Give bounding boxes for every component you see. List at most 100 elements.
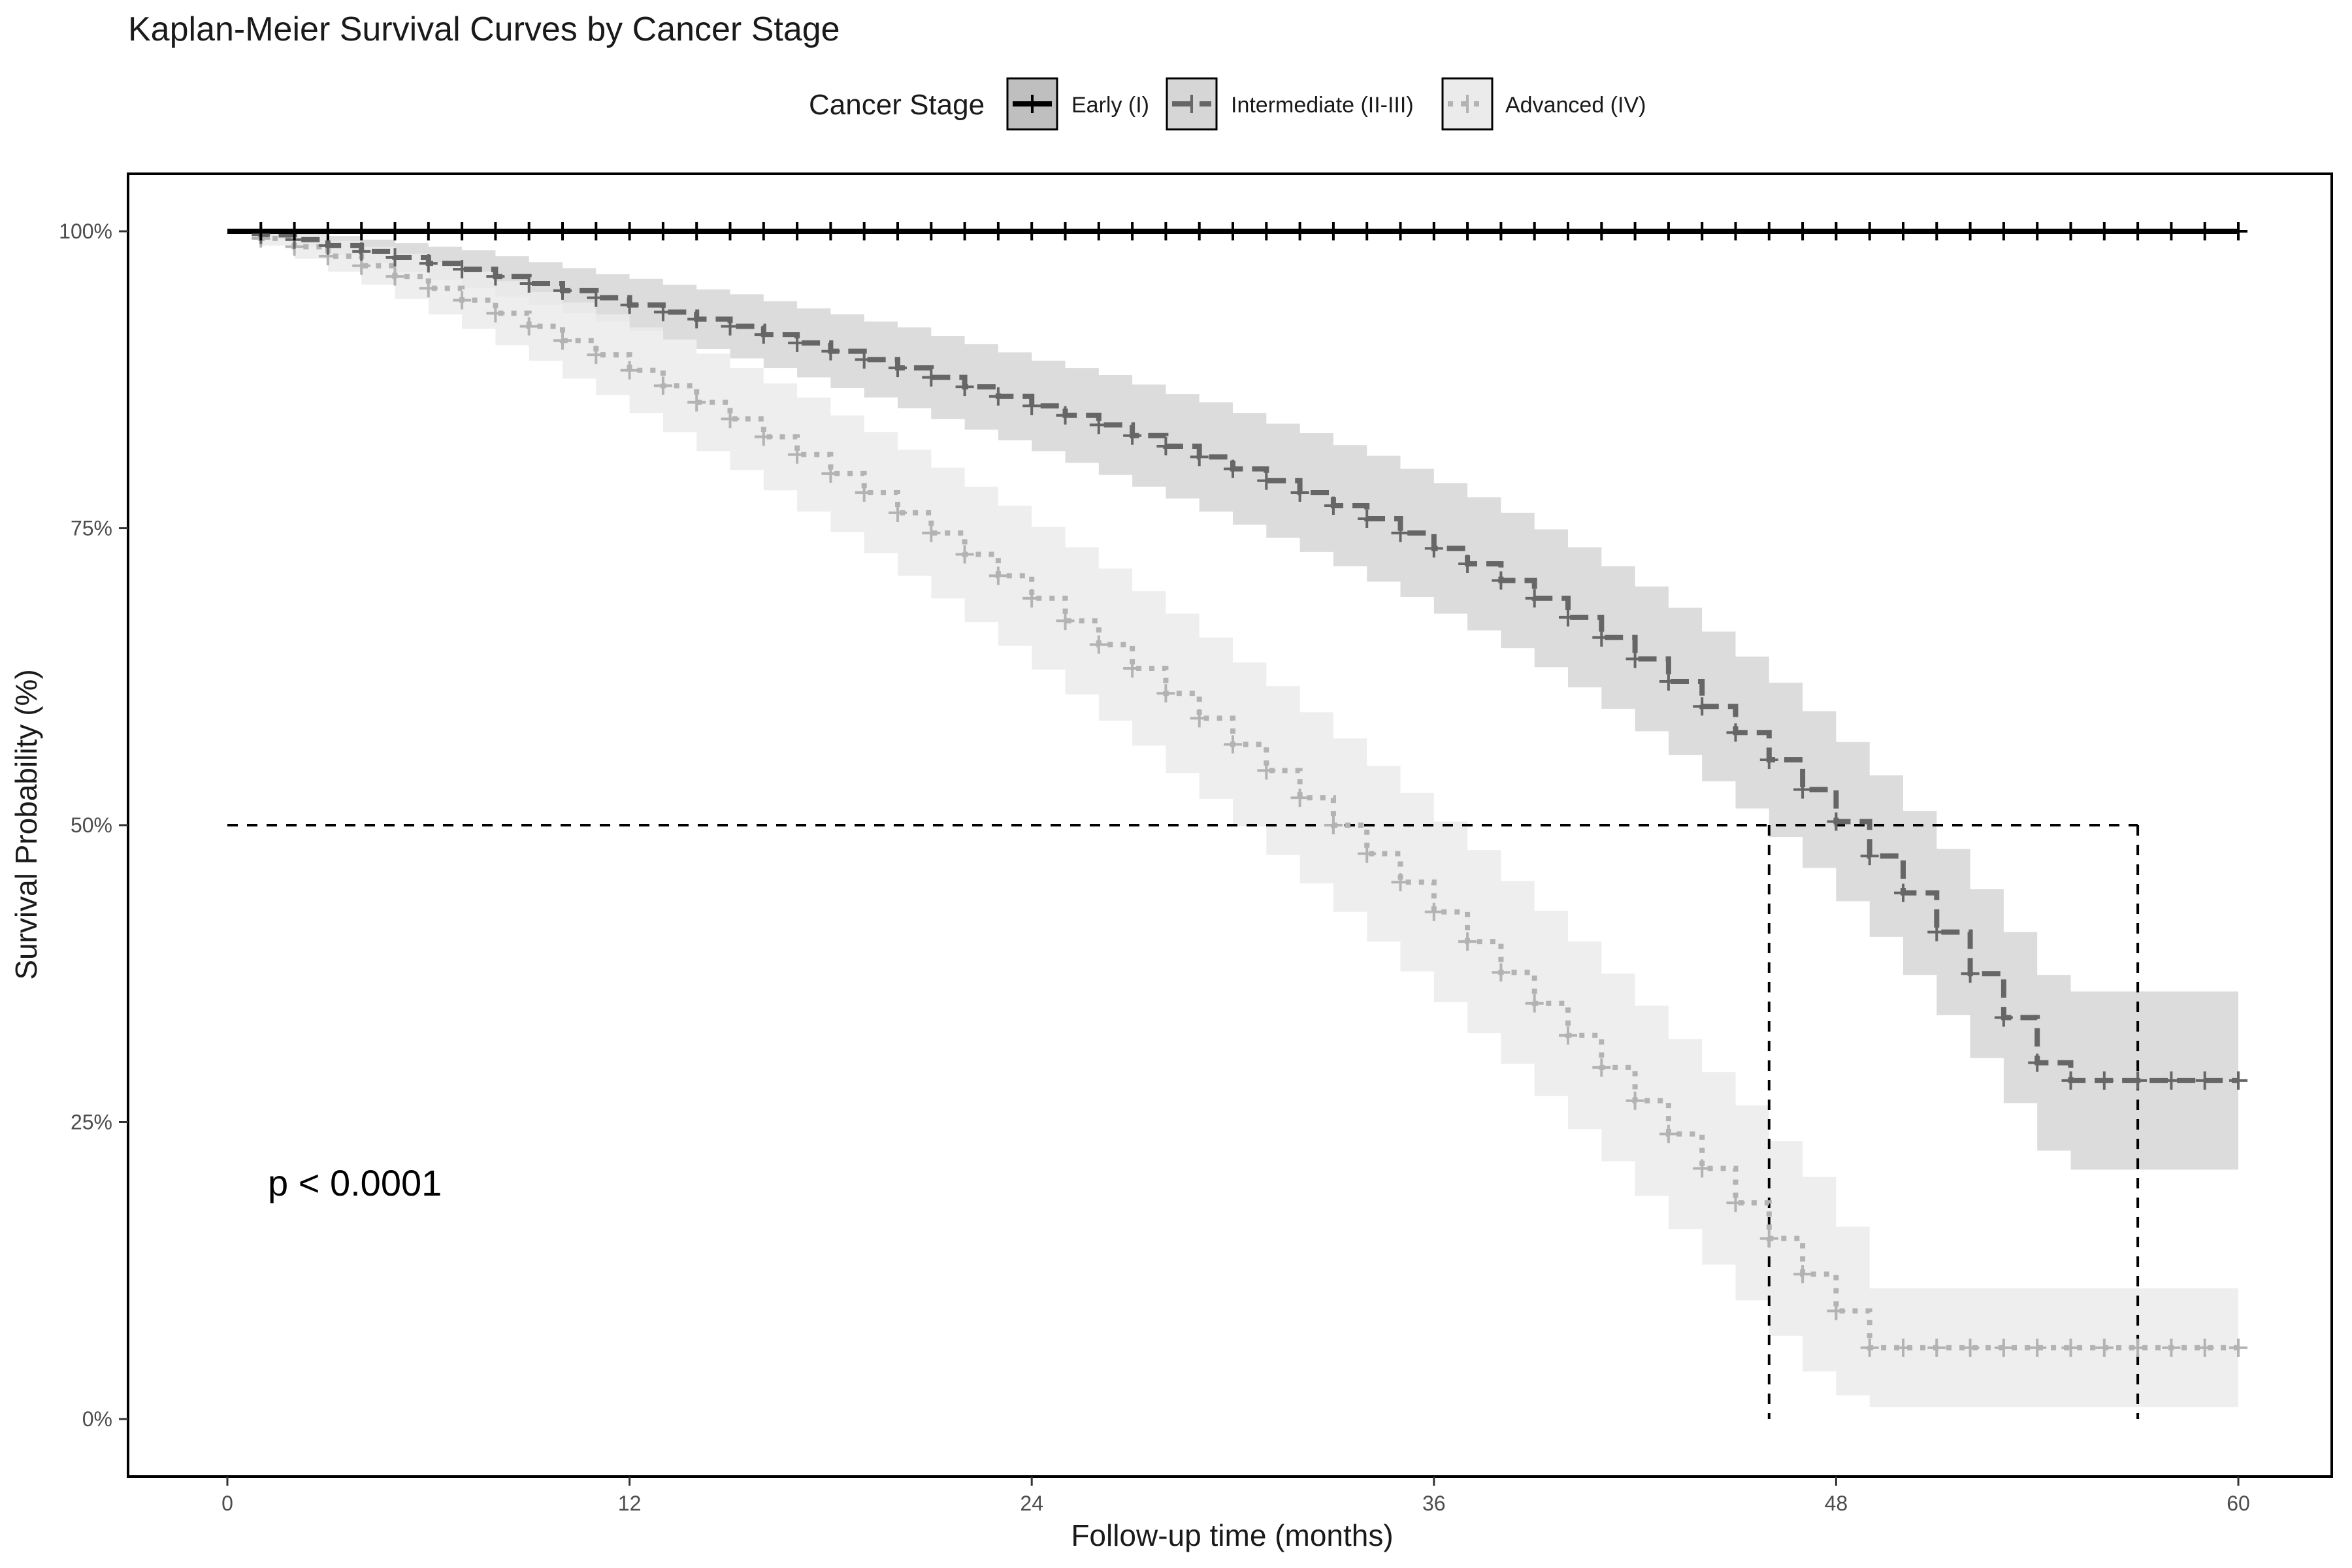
censor-mark: [352, 242, 371, 261]
censor-mark: [1961, 1338, 1980, 1357]
censor-mark: [285, 222, 304, 240]
censor-mark: [1927, 923, 1946, 941]
censor-mark: [2195, 1338, 2214, 1357]
censor-mark: [1927, 1338, 1946, 1357]
censor-mark: [519, 317, 538, 336]
censor-mark: [1123, 222, 1142, 240]
censor-mark: [2028, 222, 2047, 240]
censor-mark: [419, 279, 438, 298]
censor-mark: [1793, 780, 1812, 799]
censor-mark: [1324, 222, 1343, 240]
censor-mark: [721, 222, 740, 240]
censor-mark: [2162, 1071, 2181, 1090]
censor-mark: [821, 464, 840, 483]
median-reference-lines: [227, 824, 2140, 1419]
censor-mark: [1592, 628, 1611, 647]
censor-mark: [1492, 222, 1511, 240]
censor-mark: [1625, 1091, 1644, 1110]
censor-mark: [788, 333, 807, 352]
censor-mark: [1224, 459, 1242, 478]
censor-mark: [955, 545, 974, 564]
x-tick-label: 0: [221, 1492, 233, 1515]
x-tick-label: 60: [2227, 1492, 2250, 1515]
censor-mark: [988, 222, 1007, 240]
censor-mark: [486, 304, 505, 323]
censor-mark: [1860, 847, 1879, 866]
censor-mark: [955, 222, 974, 240]
censor-mark: [754, 222, 773, 240]
censor-mark: [1424, 902, 1443, 921]
censor-mark: [1022, 589, 1041, 608]
censor-mark: [1894, 222, 1912, 240]
censor-mark: [1659, 672, 1678, 691]
legend-title: Cancer Stage: [809, 89, 985, 121]
censor-mark: [1123, 659, 1142, 678]
y-axis-title: Survival Probability (%): [9, 669, 43, 979]
censor-mark: [2229, 1071, 2247, 1090]
censor-mark: [1559, 222, 1577, 240]
censor-mark: [1156, 437, 1175, 456]
censor-mark: [553, 331, 572, 350]
x-tick-label: 12: [618, 1492, 642, 1515]
censor-mark: [687, 310, 706, 329]
censor-mark: [1827, 1301, 1846, 1320]
censor-mark: [1759, 222, 1778, 240]
censor-mark: [1793, 1265, 1812, 1284]
censor-mark: [889, 503, 907, 522]
censor-mark: [653, 376, 672, 395]
censor-mark: [1290, 789, 1309, 808]
censor-mark: [620, 222, 639, 240]
censor-mark: [721, 410, 740, 429]
censor-mark: [1894, 1338, 1912, 1357]
censor-mark: [1391, 222, 1410, 240]
censor-mark: [754, 427, 773, 446]
censor-mark: [1994, 1338, 2013, 1357]
censor-mark: [519, 274, 538, 293]
x-tick-label: 24: [1020, 1492, 1043, 1515]
censor-mark: [1190, 222, 1209, 240]
censor-mark: [1693, 1159, 1712, 1178]
y-tick-label: 50%: [71, 813, 112, 837]
censor-mark: [855, 483, 874, 502]
censor-mark: [2162, 222, 2181, 240]
confidence-band-3: [227, 231, 2238, 1407]
censor-mark: [1424, 539, 1443, 558]
censor-mark: [922, 523, 941, 542]
censor-mark: [1492, 571, 1511, 590]
censor-mark: [453, 260, 472, 279]
legend: Cancer Stage Early (I) Intermediate (II-I…: [809, 77, 1646, 131]
y-tick-label: 25%: [71, 1111, 112, 1134]
censor-mark: [1458, 932, 1477, 951]
censor-mark: [1391, 873, 1410, 892]
censor-mark: [2095, 222, 2114, 240]
censor-mark: [352, 222, 371, 240]
censor-mark: [1224, 222, 1242, 240]
censor-mark: [1089, 416, 1108, 434]
censor-mark: [1324, 816, 1343, 834]
censor-mark: [1525, 222, 1544, 240]
censor-mark: [922, 222, 941, 240]
censor-mark: [1793, 222, 1812, 240]
censor-mark: [1961, 964, 1980, 983]
censor-mark: [2229, 1338, 2247, 1357]
legend-label-3: Advanced (IV): [1505, 93, 1646, 118]
p-value-annotation: p < 0.0001: [268, 1162, 442, 1203]
censor-mark: [2061, 1338, 2080, 1357]
y-axis: 0% 25% 50% 75% 100%: [59, 220, 128, 1431]
censor-mark: [1693, 222, 1712, 240]
censor-mark: [519, 222, 538, 240]
confidence-band-2: [227, 231, 2238, 1170]
censor-mark: [721, 317, 740, 336]
censor-mark: [1257, 471, 1276, 490]
censor-mark: [1726, 723, 1745, 742]
censor-mark: [2028, 1053, 2047, 1072]
y-tick-label: 75%: [71, 517, 112, 540]
censor-mark: [1827, 222, 1846, 240]
censor-mark: [1056, 406, 1075, 425]
censor-mark: [2229, 222, 2247, 240]
y-tick-label: 0%: [82, 1407, 112, 1431]
censor-mark: [1525, 589, 1544, 608]
censor-mark: [988, 387, 1007, 406]
censor-mark: [1961, 222, 1980, 240]
